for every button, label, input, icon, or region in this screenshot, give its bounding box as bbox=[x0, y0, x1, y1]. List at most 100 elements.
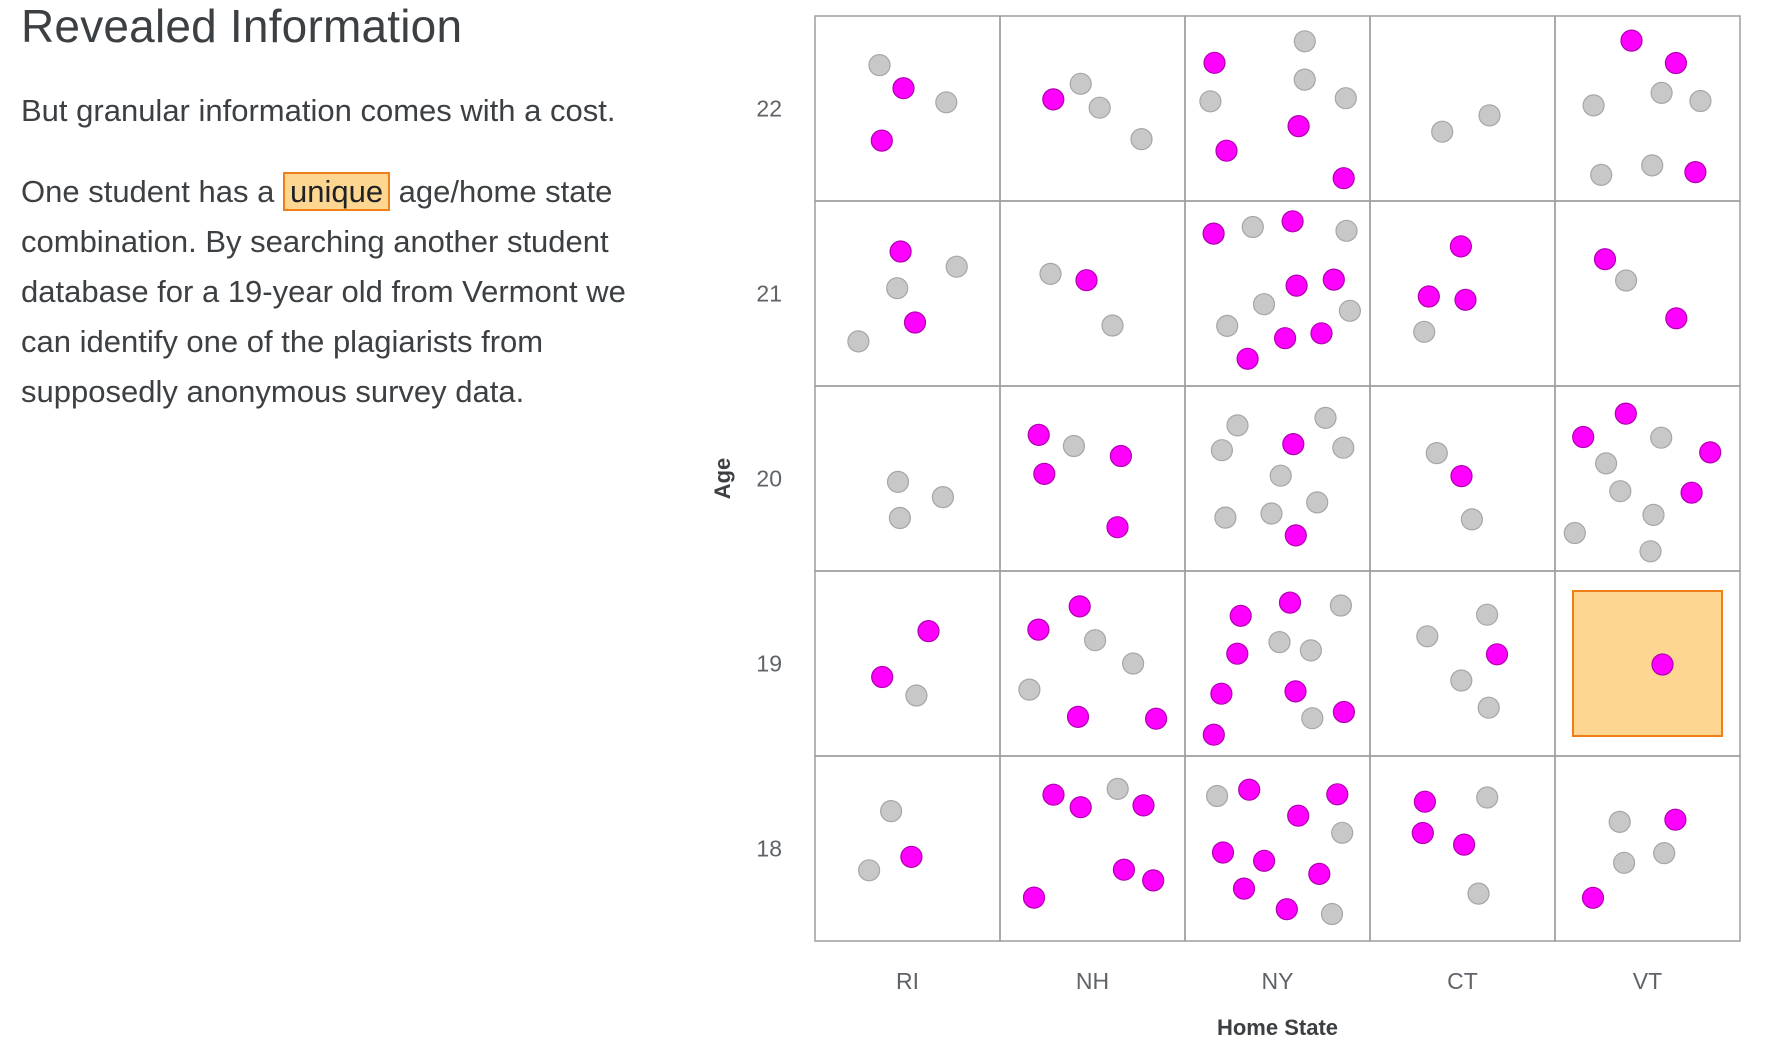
plagiarist-dot bbox=[1684, 161, 1707, 184]
grid-cell-NH-20 bbox=[999, 385, 1186, 572]
student-dot bbox=[1260, 502, 1283, 525]
plagiarist-dot bbox=[1454, 288, 1477, 311]
plagiarist-dot bbox=[1278, 591, 1302, 614]
x-tick-label: VT bbox=[1633, 968, 1662, 994]
plagiarist-dot bbox=[1238, 778, 1261, 801]
plagiarist-dot bbox=[1284, 680, 1307, 703]
plagiarist-dot bbox=[900, 845, 923, 869]
student-dot bbox=[1018, 678, 1041, 701]
text-column: Revealed Information But granular inform… bbox=[21, 0, 661, 409]
student-dot bbox=[1460, 508, 1484, 531]
y-tick-label: 21 bbox=[756, 281, 782, 307]
unique-cell-highlight bbox=[1572, 590, 1723, 737]
page-title: Revealed Information bbox=[21, 0, 463, 52]
plagiarist-dot bbox=[1232, 877, 1256, 900]
student-dot bbox=[1121, 652, 1145, 675]
student-dot bbox=[1608, 810, 1631, 834]
student-dot bbox=[1214, 506, 1237, 529]
grid-cell-CT-19 bbox=[1369, 570, 1556, 757]
plagiarist-dot bbox=[917, 619, 940, 643]
plagiarist-dot bbox=[870, 129, 893, 152]
student-dot bbox=[1306, 491, 1329, 514]
student-dot bbox=[1083, 629, 1107, 652]
student-dot bbox=[1431, 120, 1454, 143]
plagiarist-dot bbox=[1202, 723, 1225, 746]
x-tick-label: NY bbox=[1262, 968, 1294, 994]
x-tick-label: CT bbox=[1447, 968, 1478, 994]
y-tick-label: 18 bbox=[756, 836, 782, 862]
student-dot bbox=[1216, 314, 1239, 337]
plagiarist-dot bbox=[1651, 653, 1674, 676]
plagiarist-dot bbox=[1572, 425, 1595, 449]
student-dot bbox=[1476, 786, 1499, 809]
plagiarist-dot bbox=[1069, 796, 1092, 819]
y-tick-label: 22 bbox=[756, 96, 782, 122]
plagiarist-dot bbox=[1027, 618, 1050, 641]
student-dot bbox=[1293, 30, 1316, 53]
plagiarist-dot bbox=[1664, 808, 1687, 831]
plagiarist-dot bbox=[1284, 524, 1307, 547]
plagiarist-dot bbox=[1236, 347, 1259, 370]
student-dot bbox=[1650, 426, 1673, 449]
student-dot bbox=[886, 470, 910, 493]
student-dot bbox=[1226, 414, 1249, 437]
plagiarist-dot bbox=[1614, 402, 1637, 425]
plagiarist-dot bbox=[1413, 790, 1437, 813]
intro-paragraph: But granular information comes with a co… bbox=[21, 93, 616, 128]
plagiarist-dot bbox=[1042, 88, 1065, 111]
student-dot bbox=[931, 486, 955, 509]
plagiarist-dot bbox=[1203, 51, 1226, 74]
student-dot bbox=[945, 255, 968, 278]
grid-cell-VT-18 bbox=[1554, 755, 1741, 942]
plagiarist-dot bbox=[1281, 210, 1304, 233]
student-dot bbox=[1331, 821, 1354, 844]
plagiarist-dot bbox=[1112, 858, 1136, 881]
plagiarist-dot bbox=[889, 240, 912, 263]
student-dot bbox=[1210, 439, 1234, 462]
student-dot bbox=[1329, 594, 1353, 617]
grid-cell-VT-21 bbox=[1554, 200, 1741, 387]
plagiarist-dot bbox=[1310, 322, 1333, 345]
student-dot bbox=[1241, 215, 1264, 239]
plagiarist-dot bbox=[903, 311, 927, 334]
plagiarist-dot bbox=[1211, 841, 1235, 864]
x-tick-label: RI bbox=[896, 968, 919, 994]
plagiarist-dot bbox=[1109, 444, 1133, 468]
student-dot bbox=[1338, 299, 1362, 322]
student-dot bbox=[1478, 104, 1501, 127]
plagiarist-dot bbox=[1033, 462, 1056, 485]
x-axis-title: Home State bbox=[1217, 1015, 1338, 1040]
plagiarist-dot bbox=[1142, 869, 1165, 892]
plagiarist-dot bbox=[1282, 433, 1305, 456]
student-dot bbox=[1614, 269, 1638, 292]
student-dot bbox=[1425, 442, 1448, 465]
plagiarist-dot bbox=[1411, 821, 1434, 845]
student-dot bbox=[1475, 603, 1499, 626]
y-tick-label: 20 bbox=[756, 466, 782, 492]
plagiarist-dot bbox=[1275, 898, 1298, 921]
student-dot bbox=[1653, 841, 1676, 865]
student-dot bbox=[1335, 219, 1358, 242]
plagiarist-dot bbox=[1417, 285, 1440, 308]
student-dot bbox=[879, 799, 903, 823]
plagiarist-dot bbox=[1593, 248, 1617, 271]
plagiarist-dot bbox=[871, 665, 894, 689]
body-text-before: One student has a bbox=[21, 174, 275, 209]
plagiarist-dot bbox=[1581, 886, 1605, 909]
student-dot bbox=[1641, 154, 1664, 177]
plagiarist-dot bbox=[1485, 643, 1509, 666]
grid-cell-CT-22 bbox=[1369, 15, 1556, 202]
unique-highlight[interactable]: unique bbox=[282, 172, 391, 211]
grid-cell-RI-19 bbox=[814, 570, 1001, 757]
student-dot bbox=[1609, 480, 1632, 503]
plagiarist-dot bbox=[1322, 268, 1345, 291]
plagiarist-dot bbox=[1068, 595, 1091, 618]
plagiarist-dot bbox=[1665, 307, 1688, 330]
plagiarist-dot bbox=[1326, 783, 1349, 806]
plagiarist-dot bbox=[1022, 886, 1046, 909]
student-dot bbox=[1582, 94, 1605, 117]
student-dot bbox=[1332, 436, 1355, 459]
student-dot bbox=[1314, 406, 1337, 429]
plagiarist-dot bbox=[1332, 167, 1355, 190]
plagiarist-dot bbox=[1066, 705, 1090, 729]
